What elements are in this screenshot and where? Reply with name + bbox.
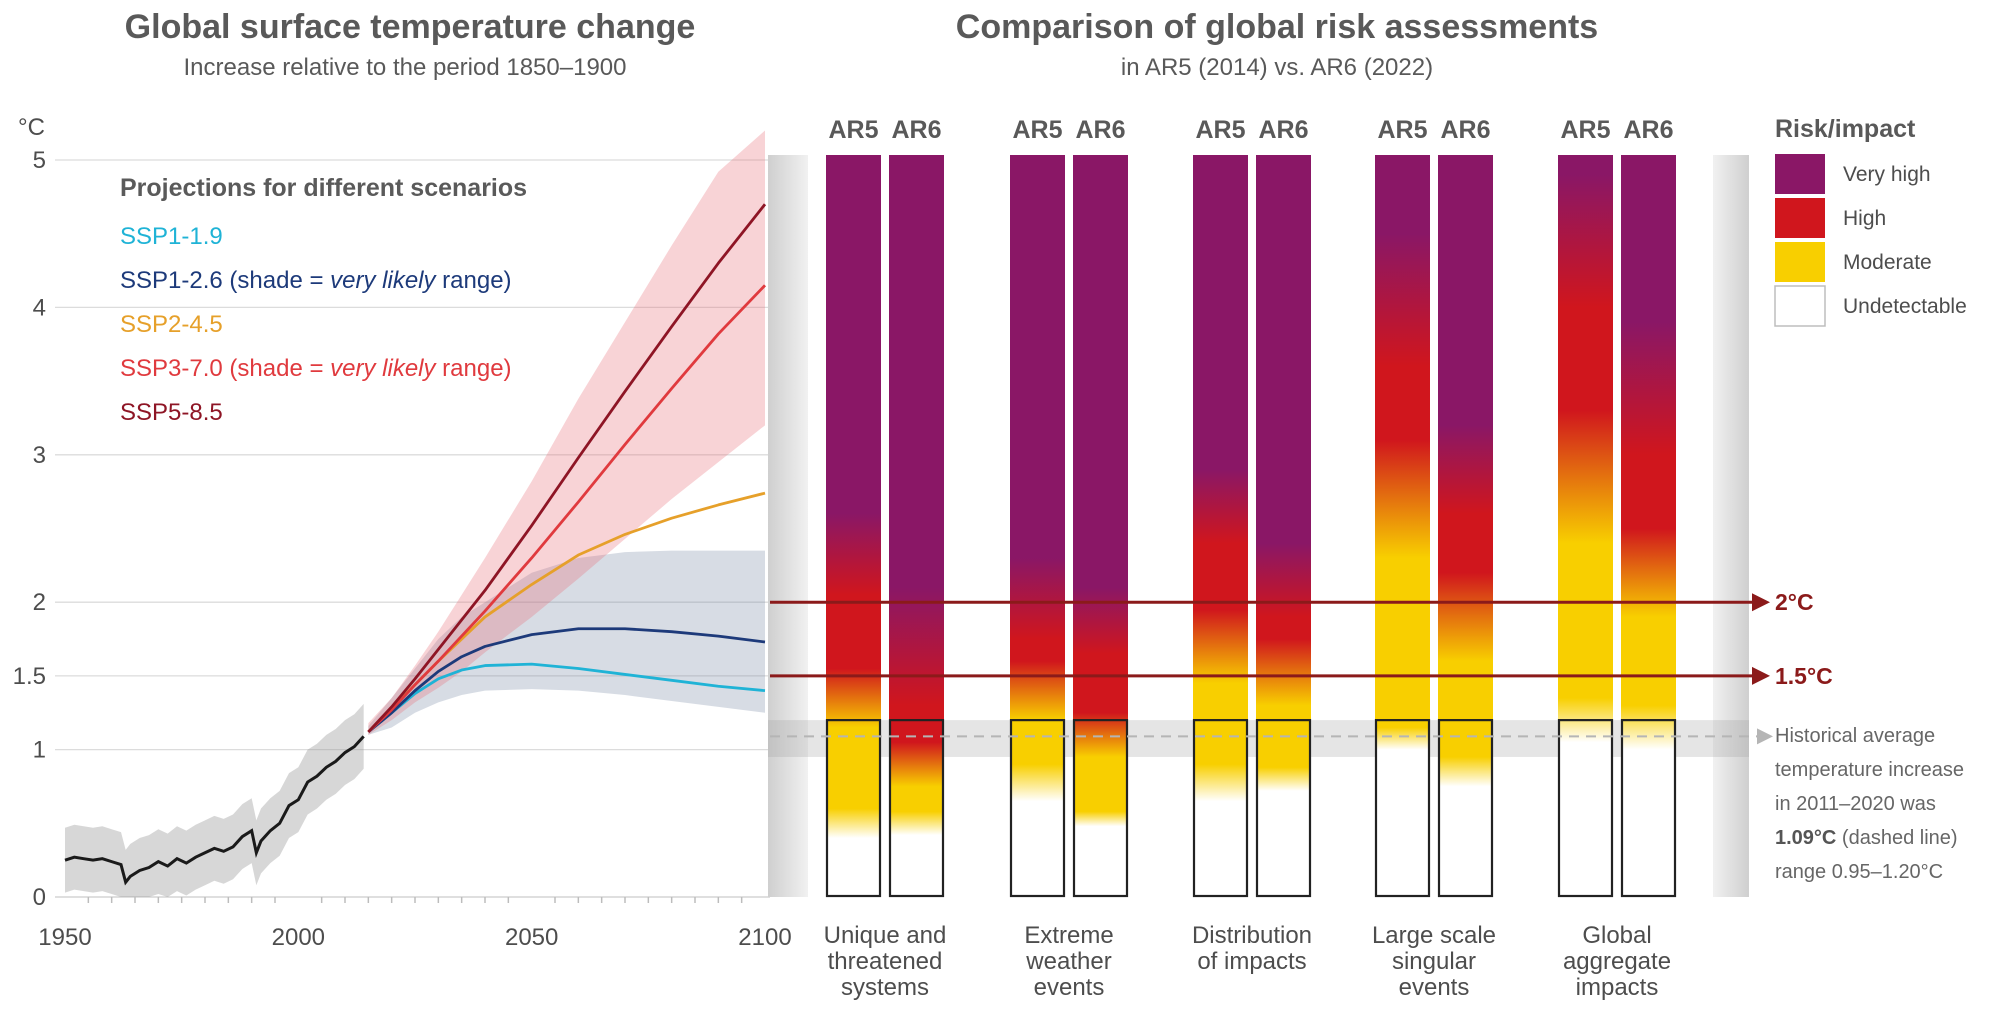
risk-bar: [1193, 155, 1248, 897]
category-label: Extreme weather events: [1024, 922, 1113, 1001]
left-chart-title: Global surface temperature change: [125, 8, 696, 46]
risk-legend-swatch: [1775, 154, 1825, 194]
assessment-column-label: AR6: [1623, 116, 1673, 144]
risk-bar-outline: [1255, 719, 1312, 898]
range-shade: [368, 550, 765, 735]
historical-range-shade: [65, 703, 364, 897]
category-label: Global aggregate impacts: [1563, 922, 1671, 1001]
assessment-column-label: AR5: [1560, 116, 1610, 144]
assessment-column-label: AR5: [1012, 116, 1062, 144]
y-tick-label: 4: [33, 294, 46, 321]
risk-panel-right-edge: [1713, 155, 1749, 897]
risk-bar-outline: [1192, 719, 1249, 898]
risk-bar: [1375, 155, 1430, 897]
historical-note-line: range 0.95–1.20°C: [1775, 861, 1943, 883]
category-label: Distribution of impacts: [1192, 922, 1312, 975]
historical-note-line: temperature increase: [1775, 759, 1964, 781]
right-chart-subtitle: in AR5 (2014) vs. AR6 (2022): [1121, 54, 1433, 81]
risk-bar-outline: [1557, 719, 1614, 898]
reference-line-labels: 2°C 1.5°C: [1775, 589, 1833, 689]
scenario-legend: SSP1-1.9 SSP1-2.6 (shade = very likely ra…: [120, 223, 512, 426]
historical-note-line: 1.09°C (dashed line): [1775, 827, 1958, 849]
risk-bar: [1558, 155, 1613, 897]
risk-bar: [1073, 155, 1128, 897]
y-axis-ticks: 0 1 1.5 2 3 4 5: [13, 147, 46, 911]
risk-bar-outline: [1009, 719, 1066, 898]
historical-arrowhead: [1757, 728, 1773, 745]
historical-line: [64, 735, 365, 886]
risk-bar: [1621, 155, 1676, 897]
scenario-legend-entry: SSP1-1.9: [120, 223, 223, 250]
y-tick-label: 1.5: [13, 663, 46, 690]
risk-bar: [1438, 155, 1493, 897]
left-chart-subtitle: Increase relative to the period 1850–190…: [184, 54, 627, 81]
reference-line-arrowhead: [1752, 666, 1770, 685]
historical-note-line: Historical average: [1775, 725, 1935, 747]
assessment-column-label: AR6: [1075, 116, 1125, 144]
risk-legend: Very high High Moderate Undetectable: [1774, 154, 1967, 327]
x-tick-label: 1950: [38, 924, 91, 951]
assessment-column-label: AR6: [891, 116, 941, 144]
risk-bar: [889, 155, 944, 897]
risk-legend-swatch: [1775, 242, 1825, 282]
scenario-line: [367, 284, 767, 733]
risk-panel: AR5 AR6 AR5 AR6 AR5 AR6 AR5 AR6 AR5 AR6 Unique and…: [768, 116, 1773, 1001]
x-tick-label: 2100: [738, 924, 791, 951]
scenario-legend-entry: SSP1-2.6 (shade = very likely range): [120, 267, 512, 294]
range-shade: [368, 130, 765, 735]
assessment-column-label: AR5: [1195, 116, 1245, 144]
assessment-column-label: AR5: [828, 116, 878, 144]
assessment-column-label: AR6: [1258, 116, 1308, 144]
scenario-line: [367, 662, 766, 733]
risk-panel-left-edge: [768, 155, 808, 897]
y-tick-label: 5: [33, 147, 46, 174]
risk-bar: [826, 155, 881, 897]
risk-bar: [1256, 155, 1311, 897]
risk-legend-label: Undetectable: [1843, 295, 1967, 318]
historical-note: Historical average temperature increase in…: [1775, 725, 1964, 883]
risk-legend-swatch: [1775, 198, 1825, 238]
reference-line-label: 2°C: [1775, 589, 1814, 615]
category-label: Large scale singular events: [1372, 922, 1496, 1001]
risk-legend-title: Risk/impact: [1775, 115, 1916, 143]
scenario-legend-entry: SSP3-7.0 (shade = very likely range): [120, 355, 512, 382]
y-tick-label: 2: [33, 589, 46, 616]
scenario-legend-entry: SSP5-8.5: [120, 399, 223, 426]
reference-line-label: 1.5°C: [1775, 663, 1833, 689]
assessment-column-label: AR5: [1377, 116, 1427, 144]
risk-legend-swatch: [1774, 285, 1826, 327]
reference-line-arrowhead: [1752, 593, 1770, 612]
risk-legend-label: Very high: [1843, 163, 1931, 186]
risk-bar-outline: [1620, 719, 1677, 898]
risk-legend-label: Moderate: [1843, 251, 1932, 274]
temperature-line-chart: [64, 130, 767, 897]
y-tick-label: 1: [33, 737, 46, 764]
scenario-line: [367, 203, 767, 733]
scenario-legend-entry: SSP2-4.5: [120, 311, 223, 338]
risk-bar-outline: [825, 719, 882, 898]
risk-bar: [1010, 155, 1065, 897]
risk-bar-outline: [1072, 719, 1129, 898]
x-tick-label: 2000: [272, 924, 325, 951]
right-chart-title: Comparison of global risk assessments: [956, 8, 1598, 46]
historical-note-line: in 2011–2020 was: [1775, 793, 1936, 815]
projections-legend-title: Projections for different scenarios: [120, 174, 527, 202]
risk-bar-outline: [1374, 719, 1431, 898]
risk-legend-label: High: [1843, 207, 1886, 230]
y-tick-label: 3: [33, 442, 46, 469]
category-label: Unique and threatened systems: [824, 922, 947, 1001]
risk-bar-outline: [888, 719, 945, 898]
y-axis-unit-label: °C: [18, 114, 45, 141]
x-axis-ticks: 1950 2000 2050 2100: [38, 897, 792, 951]
risk-bar-outline: [1437, 719, 1494, 898]
assessment-column-label: AR6: [1440, 116, 1490, 144]
y-tick-label: 0: [33, 884, 46, 911]
x-tick-label: 2050: [505, 924, 558, 951]
scenario-line: [367, 627, 766, 733]
